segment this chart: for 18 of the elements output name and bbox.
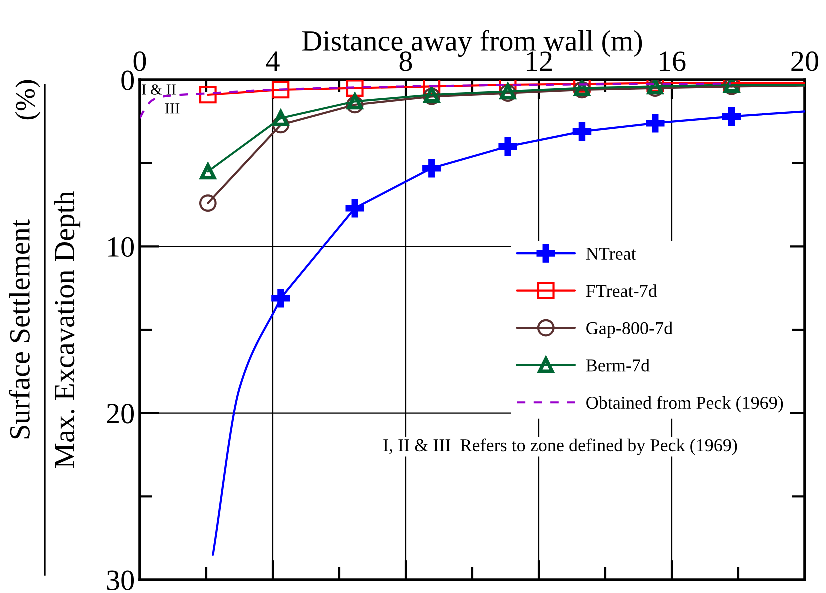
x-tick-label: 4 (266, 52, 280, 72)
legend-label: NTreat (586, 248, 636, 260)
annotation: I & II (142, 84, 176, 95)
legend-label: FTreat-7d (586, 284, 658, 298)
annotation: I, II & III Refers to zone defined by Peck (1969) (384, 438, 738, 456)
x-tick-label: 12 (526, 52, 552, 72)
x-tick-label: 16 (660, 52, 686, 72)
text: (%) (15, 80, 41, 120)
annotation: III (165, 104, 180, 114)
y-axis-title: Surface Settlement Max. Excavation Depth (9, 191, 81, 468)
y-tick-label: 0 (122, 70, 134, 90)
legend-label: Gap-800-7d (586, 322, 673, 338)
y-tick-label: 30 (107, 570, 134, 590)
x-tick-label: 20 (792, 52, 818, 72)
y-tick-label: 10 (108, 237, 134, 258)
y-tick-label: 20 (107, 404, 134, 424)
legend-label: Berm-7d (586, 359, 650, 372)
legend-label: Obtained from Peck (1969) (586, 396, 784, 413)
